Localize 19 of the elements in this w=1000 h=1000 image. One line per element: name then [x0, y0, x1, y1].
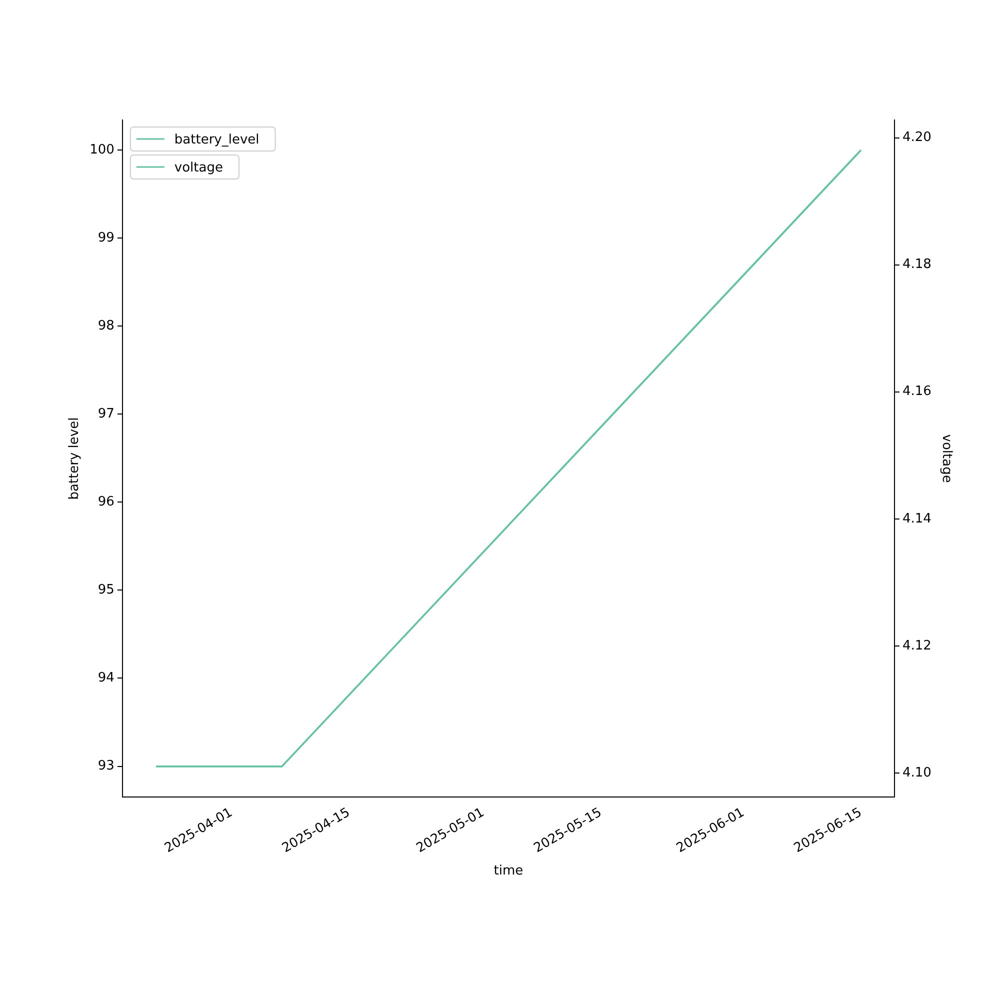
y2-tick-label: 4.20	[902, 130, 932, 146]
y2-axis-title: voltage	[938, 434, 954, 483]
y2-tick-label: 4.10	[902, 765, 932, 780]
y-tick-label: 100	[90, 142, 114, 158]
y-axis-title: battery level	[67, 417, 82, 500]
y-tick-label: 95	[98, 582, 114, 598]
y-tick-label: 99	[98, 230, 114, 246]
y-tick-label: 98	[98, 318, 114, 334]
y2-tick-label: 4.16	[902, 384, 932, 400]
y-tick-label: 94	[98, 670, 114, 686]
y2-tick-label: 4.12	[902, 638, 932, 654]
legend-label: battery_level	[174, 132, 260, 148]
y-tick-label: 93	[98, 758, 114, 774]
legend-label: voltage	[174, 160, 223, 176]
x-axis-title: time	[494, 864, 524, 879]
y-tick-label: 97	[98, 406, 114, 422]
y2-tick-label: 4.18	[902, 257, 932, 272]
y-tick-label: 96	[98, 494, 114, 510]
y2-tick-label: 4.14	[902, 511, 932, 526]
